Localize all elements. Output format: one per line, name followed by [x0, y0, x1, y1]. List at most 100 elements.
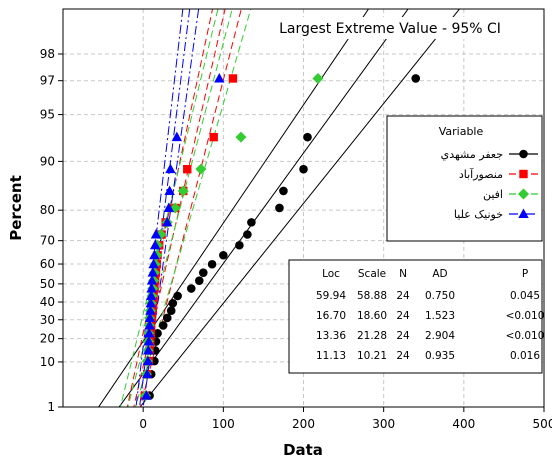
stats-cell: 13.36	[316, 330, 346, 342]
stats-cell: 0.045	[510, 290, 540, 302]
data-point	[163, 202, 175, 212]
legend-marker	[519, 149, 528, 159]
legend-box	[386, 115, 543, 242]
x-tick-label: 200	[292, 417, 315, 431]
legend: Variable جعفر مشهدي منصورآباد افين خونيک عل…	[386, 115, 543, 242]
stats-cell: 1.523	[425, 310, 455, 322]
data-point	[142, 355, 154, 366]
stats-cell: 58.88	[357, 290, 387, 302]
data-point	[235, 240, 244, 250]
stats-header: Loc	[322, 268, 340, 280]
y-tick-label: 10	[40, 355, 55, 369]
stats-cell: 24	[396, 350, 410, 362]
data-point	[143, 327, 155, 338]
stats-cell: 16.70	[316, 310, 346, 322]
data-point	[143, 336, 154, 346]
y-tick-label: 90	[40, 154, 55, 168]
stats-table: Loc Scale N AD P 59.94 58.88 24 0.750 0.045 16.70 1…	[288, 259, 545, 374]
data-point	[168, 298, 178, 308]
data-point	[144, 319, 155, 330]
data-point	[195, 163, 207, 175]
stats-cell: <0.010	[506, 330, 545, 342]
data-point	[141, 390, 152, 400]
data-point	[411, 74, 421, 83]
title-background	[254, 17, 526, 39]
data-points	[140, 72, 421, 402]
stats-cell: <0.010	[506, 310, 545, 322]
y-axis-title: Percent	[7, 175, 25, 240]
stats-header: Scale	[358, 268, 386, 280]
stats-cell: 24	[396, 310, 410, 322]
legend-label: افين	[483, 188, 503, 201]
data-point	[145, 290, 157, 300]
data-point	[303, 132, 312, 142]
data-point	[228, 74, 238, 83]
x-tick-label: 300	[372, 417, 395, 431]
y-tick-label: 60	[40, 257, 55, 271]
stats-cell: 10.21	[357, 350, 387, 362]
data-point	[162, 313, 172, 323]
data-point	[147, 267, 158, 277]
data-point	[207, 259, 217, 269]
data-point	[173, 291, 182, 301]
y-tick-label: 97	[40, 74, 55, 88]
data-point	[149, 239, 161, 250]
x-tick-label: 400	[452, 417, 475, 431]
data-point	[162, 216, 173, 227]
data-point	[198, 268, 208, 277]
data-point	[299, 164, 308, 174]
legend-label: منصورآباد	[459, 167, 503, 181]
legend-marker	[518, 188, 529, 200]
data-point	[164, 185, 175, 195]
data-point	[146, 283, 157, 293]
data-point	[146, 275, 158, 285]
fit-line	[118, 9, 409, 407]
ci-upper-line	[139, 9, 461, 407]
stats-header: N	[399, 268, 407, 280]
legend-label: خونيک عليا	[454, 208, 503, 221]
y-tick-label: 95	[40, 108, 55, 122]
x-tick-label: 500	[533, 417, 552, 431]
data-point	[150, 228, 162, 239]
legend-title: Variable	[439, 125, 484, 138]
x-tick-label: 0	[139, 417, 147, 431]
y-tick-label: 30	[40, 313, 55, 327]
stats-cell: 0.750	[425, 290, 455, 302]
stats-cell: 21.28	[357, 330, 387, 342]
ci-lower-line	[119, 9, 219, 407]
data-point	[165, 163, 176, 174]
data-point	[148, 258, 159, 269]
stats-cell: 2.904	[425, 330, 455, 342]
stats-header: AD	[432, 268, 447, 280]
data-point	[177, 185, 189, 197]
data-point	[183, 164, 192, 174]
data-point	[214, 72, 225, 83]
y-axis: 1 10 20 30 40 50 60 70 80 90 95 97 98	[40, 47, 63, 414]
x-axis: 0 100 200 300 400 500	[139, 407, 552, 431]
y-tick-label: 1	[47, 400, 55, 414]
data-point	[243, 230, 252, 239]
ci-lower-line	[135, 9, 184, 407]
data-point	[219, 250, 228, 260]
data-point	[141, 368, 153, 379]
y-tick-label: 40	[40, 295, 55, 309]
stats-cell: 59.94	[316, 290, 346, 302]
data-point	[144, 312, 156, 322]
stats-cell: 0.935	[425, 350, 455, 362]
data-point	[149, 249, 160, 260]
data-point	[143, 344, 154, 355]
stats-cell: 18.60	[357, 310, 387, 322]
data-point	[247, 218, 256, 227]
stats-cell: 24	[396, 330, 410, 342]
chart-title: Largest Extreme Value - 95% CI	[279, 21, 501, 37]
x-tick-label: 100	[212, 417, 235, 431]
data-point	[186, 284, 196, 293]
data-point	[312, 72, 324, 84]
data-point	[209, 132, 218, 142]
stats-table-box	[288, 259, 543, 374]
data-point	[194, 276, 204, 285]
legend-label: جعفر مشهدي	[441, 148, 503, 161]
data-point	[166, 306, 176, 315]
legend-marker	[519, 169, 528, 179]
